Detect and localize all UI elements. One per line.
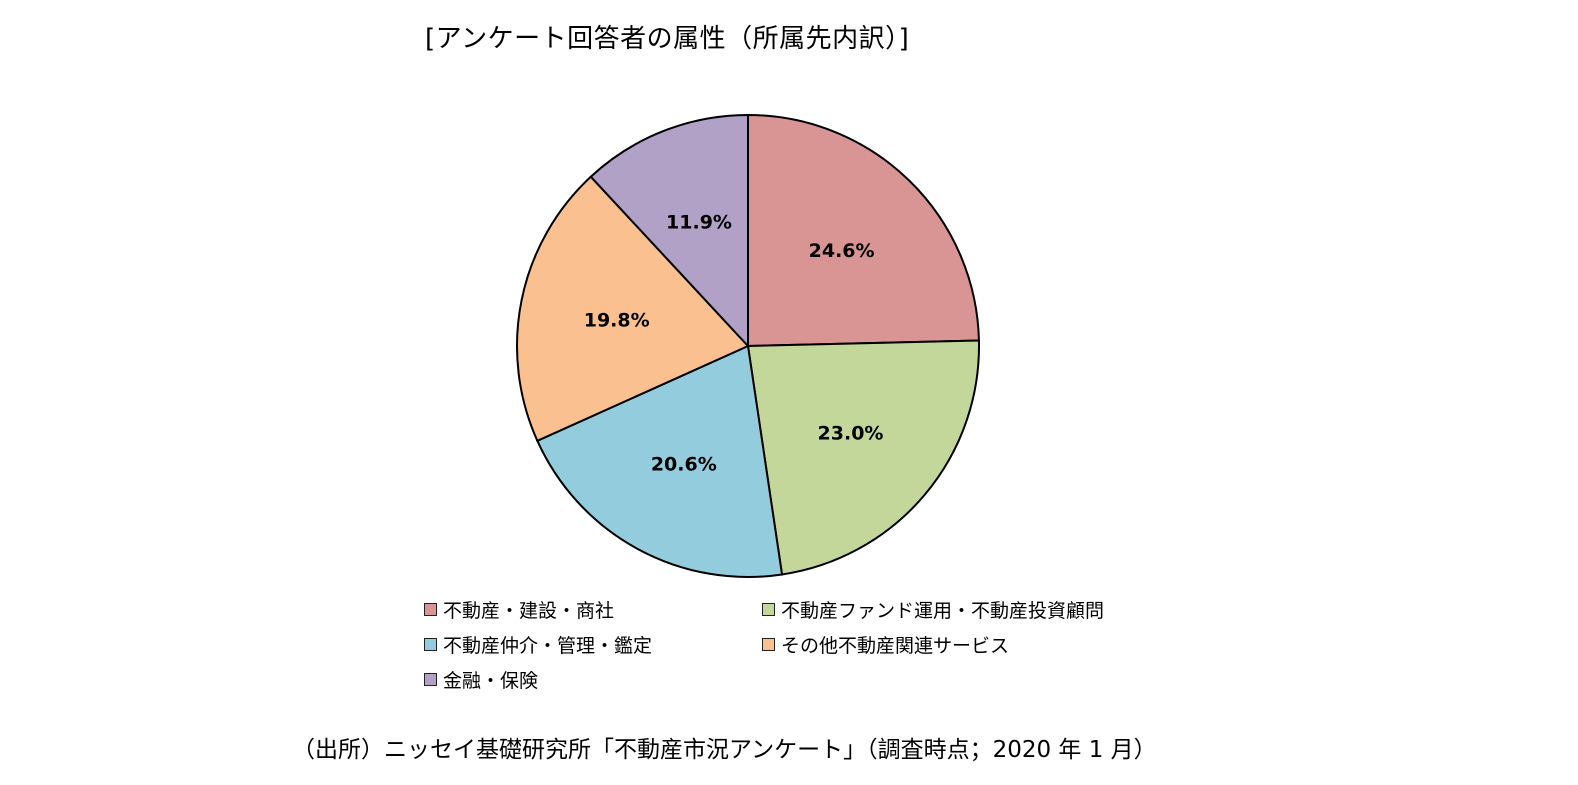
legend-swatch bbox=[424, 638, 437, 651]
pie-slice bbox=[589, 113, 749, 349]
slice-data-label: 24.6% bbox=[809, 240, 875, 262]
legend-item: 金融・保険 bbox=[424, 666, 538, 693]
legend-swatch bbox=[762, 603, 775, 616]
chart-title: [アンケート回答者の属性（所属先内訳）] bbox=[425, 24, 910, 54]
pie-slice bbox=[746, 339, 980, 576]
legend-label: 不動産ファンド運用・不動産投資顧問 bbox=[781, 600, 1105, 622]
legend-label: 不動産・建設・商社 bbox=[443, 600, 615, 622]
pie-slice bbox=[516, 175, 750, 443]
legend-item: 不動産・建設・商社 bbox=[424, 596, 614, 623]
slice-data-label: 20.6% bbox=[651, 454, 717, 476]
legend-swatch bbox=[424, 673, 437, 686]
legend-label: 不動産仲介・管理・鑑定 bbox=[443, 635, 653, 657]
legend-item: 不動産ファンド運用・不動産投資顧問 bbox=[762, 596, 1104, 623]
legend-item: 不動産仲介・管理・鑑定 bbox=[424, 631, 652, 658]
legend-item: その他不動産関連サービス bbox=[762, 631, 1009, 658]
legend-label: その他不動産関連サービス bbox=[781, 635, 1010, 657]
slice-data-label: 11.9% bbox=[666, 211, 732, 233]
pie-slice bbox=[536, 344, 784, 578]
source-note: （出所）ニッセイ基礎研究所「不動産市況アンケート」（調査時点；2020 年 1 … bbox=[292, 737, 1157, 763]
pie-slice bbox=[747, 113, 980, 348]
slice-data-label: 19.8% bbox=[584, 309, 650, 331]
legend-label: 金融・保険 bbox=[443, 670, 539, 692]
slice-data-label: 23.0% bbox=[818, 422, 884, 444]
legend-swatch bbox=[762, 638, 775, 651]
legend-swatch bbox=[424, 603, 437, 616]
